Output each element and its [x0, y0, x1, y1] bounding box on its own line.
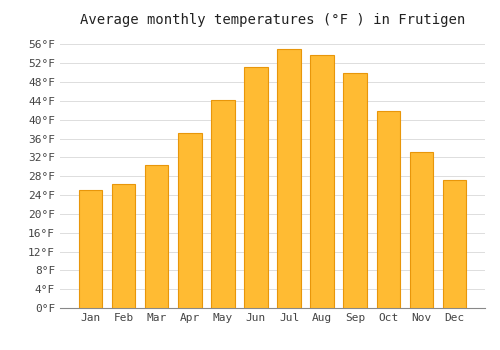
Bar	[178, 133, 202, 308]
Bar	[146, 166, 169, 308]
Bar	[212, 100, 234, 308]
Title: Average monthly temperatures (°F ) in Frutigen: Average monthly temperatures (°F ) in Fr…	[80, 13, 465, 27]
Bar	[442, 181, 466, 308]
Bar	[80, 190, 102, 308]
Bar	[244, 68, 268, 308]
Bar	[376, 111, 400, 308]
Bar	[278, 49, 300, 308]
Bar	[344, 73, 366, 308]
Bar	[310, 55, 334, 308]
Bar	[410, 152, 432, 308]
Bar	[112, 184, 136, 308]
